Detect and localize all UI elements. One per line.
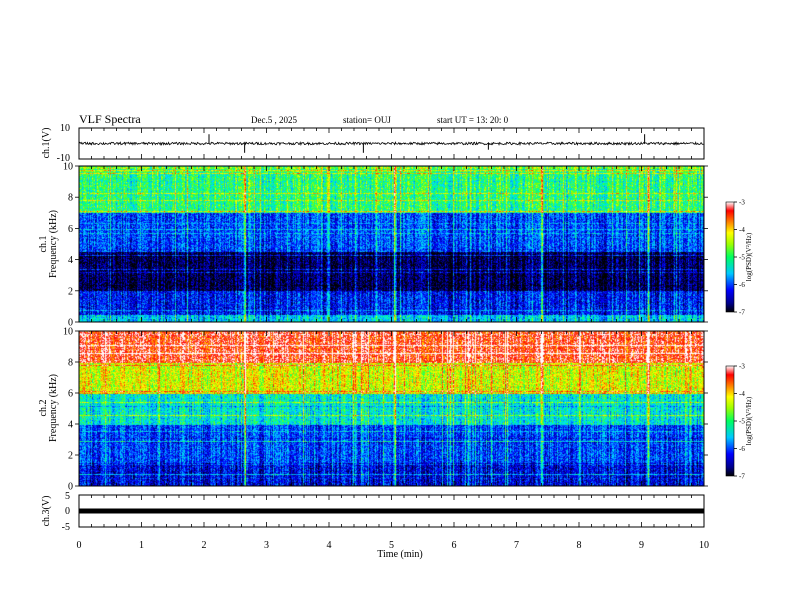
ch2-colorbar-label: log(PSD)(V²/Hz) xyxy=(745,396,753,445)
ch2-freq-ticks: 0 2 4 6 8 10 xyxy=(63,327,708,493)
ch1-ytick-bottom: -10 xyxy=(57,153,70,164)
ch2-spec-ytick-label: 6 xyxy=(68,389,73,400)
ch1-spec-ylabel-channel: ch.1 xyxy=(38,236,49,253)
ch1-freq-ticks: 0 2 4 6 8 10 xyxy=(63,162,708,329)
ch1-spec-ylabel-freq: Frequency (kHz) xyxy=(48,210,59,278)
ch2-spec-ylabel-channel: ch.2 xyxy=(38,400,49,417)
ch2-spec-ytick-label: 4 xyxy=(68,420,73,431)
ch3-ylabel: ch.3(V) xyxy=(41,496,52,527)
station-label: station= OUJ xyxy=(343,115,391,125)
ch1-spec-ytick-label: 6 xyxy=(68,224,73,235)
ch1-colorbar xyxy=(725,201,735,313)
ch1-trace-line xyxy=(78,141,704,147)
ch2-colorbar-tick-label: -7 xyxy=(739,473,745,481)
ch1-waveform-panel: 10 -10 ch.1(V) xyxy=(41,123,705,164)
ch2-spec-ytick-label: 0 xyxy=(68,482,73,493)
ch3-ytick-top: 5 xyxy=(65,491,70,502)
ch1-spec-ytick-label: 2 xyxy=(68,286,73,297)
ch1-spec-ytick-label: 10 xyxy=(63,162,73,173)
time-ticks xyxy=(78,128,705,527)
time-tick-label: 1 xyxy=(139,540,144,551)
ch1-colorbar-tick-label: -4 xyxy=(739,226,745,234)
ch2-colorbar-tick-label: -4 xyxy=(739,390,745,398)
time-tick-label: 4 xyxy=(327,540,332,551)
spec1-image xyxy=(79,166,704,322)
ch2-colorbar xyxy=(725,365,735,477)
ch2-colorbar-tick-label: -5 xyxy=(739,418,745,426)
figure-title: VLF Spectra xyxy=(79,112,141,126)
time-tick-label: 2 xyxy=(202,540,207,551)
ch3-ytick-bottom: -5 xyxy=(62,522,70,533)
ch3-trace-line xyxy=(79,508,704,514)
time-tick-label: 0 xyxy=(77,540,82,551)
ch2-spec-ytick-label: 8 xyxy=(68,358,73,369)
ch1-colorbar-label: log(PSD)(V²/Hz) xyxy=(745,232,753,281)
x-axis-label: Time (min) xyxy=(377,549,422,560)
start-ut-label: start UT = 13: 20: 0 xyxy=(437,115,509,125)
ch1-colorbar-tick-label: -5 xyxy=(739,254,745,262)
time-tick-label: 9 xyxy=(639,540,644,551)
time-tick-label: 7 xyxy=(514,540,519,551)
ch2-spec-ylabel-freq: Frequency (kHz) xyxy=(48,374,59,442)
ch1-spec-ytick-label: 0 xyxy=(68,318,73,329)
ch1-colorbar-tick-label: -3 xyxy=(739,199,745,207)
ch2-colorbar-tick-label: -6 xyxy=(739,445,745,453)
ch2-colorbar-ticks: -3 -4 -5 -6 -7 xyxy=(734,363,745,481)
ch1-ylabel: ch.1(V) xyxy=(41,128,52,159)
time-tick-label: 5 xyxy=(389,540,394,551)
ch1-spectrogram xyxy=(79,166,704,322)
ch1-spec-ytick-label: 8 xyxy=(68,193,73,204)
ch2-spec-ytick-label: 2 xyxy=(68,451,73,462)
time-tick-labels: 0 1 2 3 4 5 6 7 8 9 10 xyxy=(77,540,710,551)
date-label: Dec.5 , 2025 xyxy=(251,115,297,125)
time-tick-label: 6 xyxy=(452,540,457,551)
ch1-spec-ytick-label: 4 xyxy=(68,255,73,266)
spec2-image xyxy=(79,331,704,486)
ch2-spec-ytick-label: 10 xyxy=(63,327,73,338)
ch3-waveform-panel: 5 0 -5 ch.3(V) xyxy=(41,491,705,533)
ch1-colorbar-tick-label: -6 xyxy=(739,281,745,289)
ch3-trace xyxy=(79,508,704,514)
ch2-colorbar-tick-label: -3 xyxy=(739,363,745,371)
time-tick-label: 3 xyxy=(264,540,269,551)
time-tick-label: 8 xyxy=(577,540,582,551)
ch1-ytick-top: 10 xyxy=(60,123,70,134)
ch2-spectrogram xyxy=(79,331,704,486)
ch1-colorbar-ticks: -3 -4 -5 -6 -7 xyxy=(734,199,745,317)
ch1-trace xyxy=(78,134,704,153)
time-tick-label: 10 xyxy=(699,540,709,551)
ch1-colorbar-tick-label: -7 xyxy=(739,309,745,317)
ch3-ytick-mid: 0 xyxy=(65,506,70,517)
